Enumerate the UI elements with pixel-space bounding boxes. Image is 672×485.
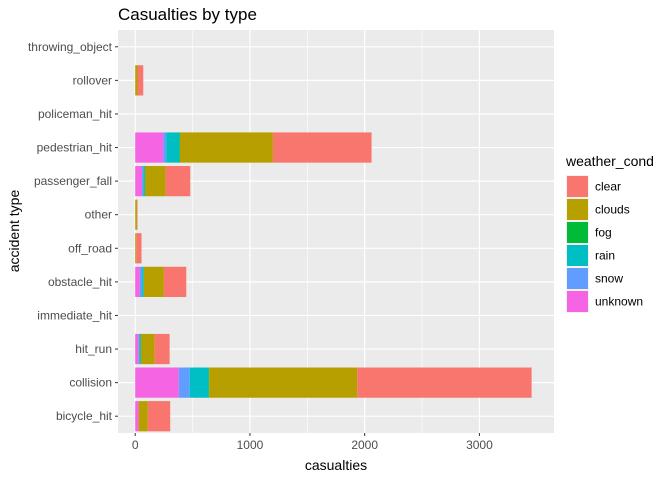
bar-obstacle_hit-unknown [135,266,140,297]
legend-swatch-clouds [567,199,588,220]
y-tick-label: immediate_hit [37,308,112,322]
y-axis-title: accident type [6,190,22,273]
bar-pedestrian_hit-rain [166,132,180,163]
legend: weather_cond clear clouds fog rain snow unkno… [565,153,654,313]
bar-bicycle_hit-clear [147,401,171,432]
bar-obstacle_hit-clear [163,266,187,297]
bar-collision-snow [178,367,190,398]
y-tick-label: bicycle_hit [56,409,113,423]
bar-obstacle_hit-snow [139,266,143,297]
legend-label-clear: clear [595,180,621,194]
y-tick-label: policeman_hit [38,107,113,121]
bar-rollover-clear [137,65,144,96]
legend-swatch-fog [567,222,588,243]
x-tick-label: 2000 [351,438,378,452]
x-axis-ticks: 0 1000 2000 3000 [132,433,493,452]
bar-obstacle_hit-clouds [143,266,164,297]
bar-passenger_fall-rain [143,166,145,197]
bar-collision-unknown [135,367,179,398]
bar-hit_run-clouds [140,333,155,365]
bar-collision-fog [208,367,210,398]
bar-bicycle_hit-clouds [138,401,148,432]
y-tick-label: off_road [68,241,112,255]
bar-collision-clouds [209,367,358,398]
chart-title: Casualties by type [118,5,257,24]
bar-passenger_fall-snow [142,166,144,197]
y-axis-ticks: bicycle_hit collision hit_run immediate_hit… [28,40,118,423]
legend-swatch-clear [567,176,588,197]
bar-passenger_fall-unknown [135,166,143,197]
bar-passenger_fall-clouds [144,166,166,197]
bars [135,65,532,432]
bar-other-clouds [135,199,137,230]
plot-panel [118,30,554,433]
x-axis-title: casualties [305,457,367,473]
legend-label-rain: rain [595,249,615,263]
bar-passenger_fall-clear [165,166,191,197]
bar-pedestrian_hit-snow [163,132,167,163]
x-tick-label: 0 [132,438,139,452]
bar-other-clear [136,199,138,230]
bar-rollover-clouds [135,65,138,96]
bar-hit_run-rain [139,333,141,365]
bar-hit_run-unknown [135,333,139,365]
legend-label-fog: fog [595,226,612,240]
y-tick-label: collision [69,376,112,390]
bar-collision-rain [189,367,209,398]
legend-label-snow: snow [595,272,623,286]
bar-collision-clear [357,367,532,398]
y-tick-label: pedestrian_hit [37,141,113,155]
legend-label-unknown: unknown [595,295,643,309]
bar-obstacle_hit-rain [142,266,144,297]
bar-off_road-clear [136,233,142,264]
bar-hit_run-clear [154,333,170,365]
bar-pedestrian_hit-clouds [179,132,273,163]
y-tick-label: obstacle_hit [48,275,113,289]
legend-swatch-rain [567,245,588,266]
x-tick-label: 3000 [466,438,493,452]
bar-pedestrian_hit-fog [179,132,180,163]
legend-title: weather_cond [565,153,654,169]
y-tick-label: rollover [73,73,112,87]
bar-pedestrian_hit-unknown [135,132,164,163]
legend-swatch-snow [567,268,588,289]
y-tick-label: passenger_fall [34,174,112,188]
bar-off_road-clouds [135,233,137,264]
y-tick-label: throwing_object [28,40,113,54]
legend-label-clouds: clouds [595,203,630,217]
bar-hit_run-snow [138,333,140,365]
y-tick-label: hit_run [75,342,112,356]
bar-bicycle_hit-unknown [135,401,139,432]
bar-pedestrian_hit-clear [272,132,372,163]
legend-swatch-unknown [567,291,588,312]
y-tick-label: other [85,208,112,222]
x-tick-label: 1000 [237,438,264,452]
